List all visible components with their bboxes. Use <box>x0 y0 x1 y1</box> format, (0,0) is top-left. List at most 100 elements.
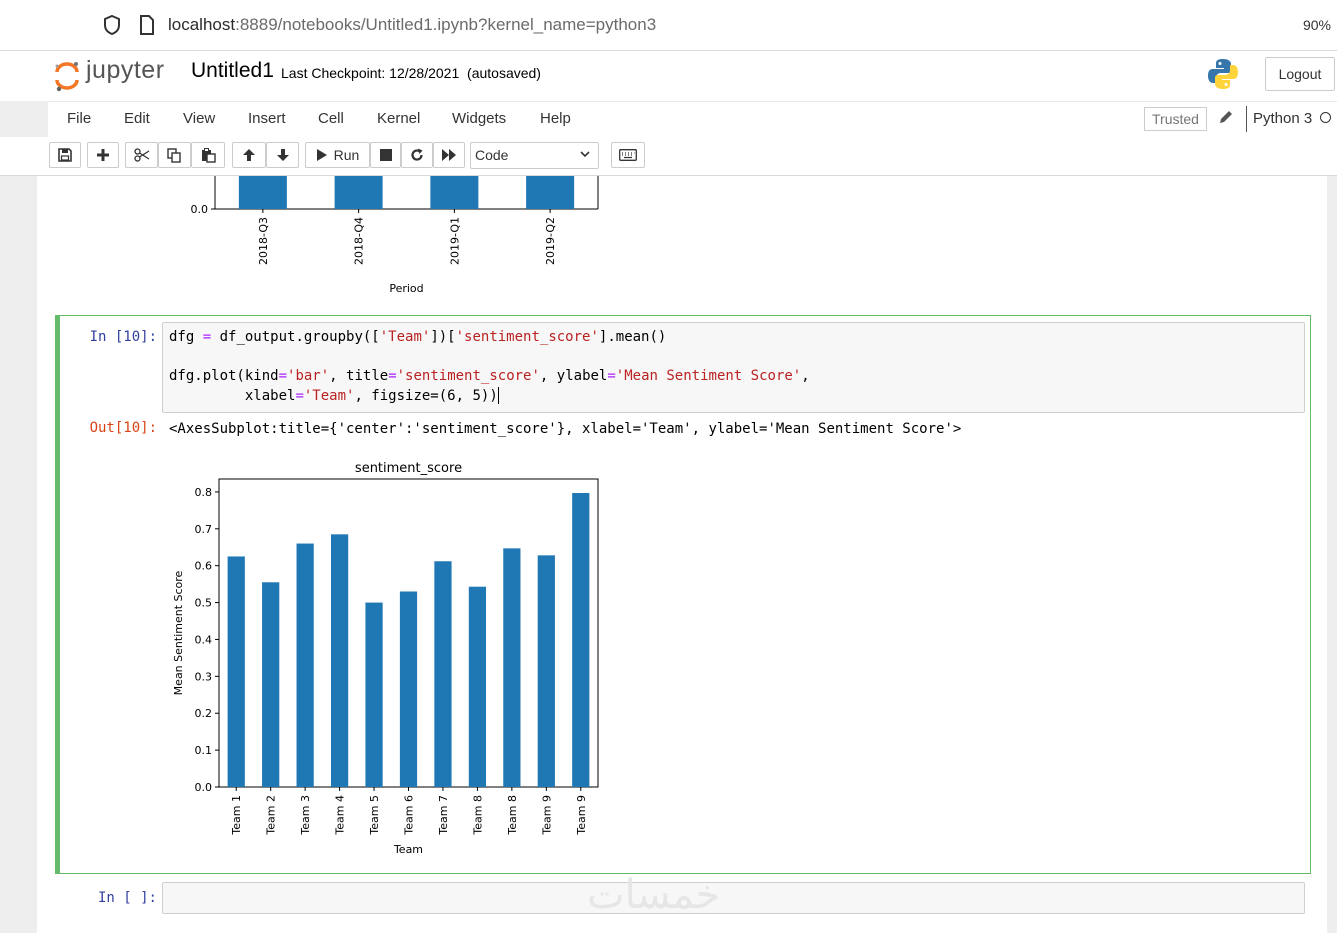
run-button[interactable]: Run <box>305 142 370 168</box>
input-prompt: In [10]: <box>89 329 157 345</box>
move-down-button[interactable] <box>266 142 299 168</box>
x-tick-label: 2018-Q3 <box>257 217 270 265</box>
y-tick-label: 0.4 <box>195 633 213 646</box>
code-line-3: dfg.plot(kind='bar', title='sentiment_sc… <box>169 368 810 384</box>
jupyter-header: jupyter Untitled1 Last Checkpoint: 12/28… <box>0 51 1337 101</box>
zoom-level[interactable]: 90% <box>1302 17 1331 33</box>
save-icon <box>58 148 72 162</box>
y-tick-label: 0.5 <box>195 597 213 610</box>
y-tick-label: 0.1 <box>195 744 213 757</box>
menu-view[interactable]: View <box>183 110 216 127</box>
chevron-down-icon <box>580 151 590 158</box>
url-path: :8889/notebooks/Untitled1.ipynb?kernel_n… <box>235 15 657 34</box>
move-up-button[interactable] <box>232 142 266 168</box>
jupyter-logo-text: jupyter <box>86 56 165 84</box>
bar <box>296 543 314 787</box>
keyboard-icon <box>619 149 637 161</box>
restart-button[interactable] <box>401 142 433 168</box>
kernel-idle-icon <box>1320 112 1331 123</box>
x-tick-label: Team 3 <box>299 795 312 836</box>
bar <box>262 582 280 787</box>
arrow-up-icon <box>243 149 255 161</box>
autosave-label: (autosaved) <box>467 65 541 81</box>
text-cursor <box>497 387 499 404</box>
stop-icon <box>379 149 392 161</box>
notebook-name[interactable]: Untitled1 <box>191 59 274 82</box>
paste-button[interactable] <box>191 142 225 168</box>
trusted-indicator[interactable]: Trusted <box>1144 107 1207 131</box>
restart-run-all-button[interactable] <box>433 142 465 168</box>
code-editor[interactable]: dfg = df_output.groupby(['Team'])['senti… <box>162 322 1305 413</box>
selected-code-cell[interactable] <box>55 315 1311 874</box>
interrupt-button[interactable] <box>370 142 401 168</box>
x-tick-label: Team 8 <box>471 795 484 836</box>
empty-code-editor[interactable] <box>162 882 1305 914</box>
bar <box>503 548 521 787</box>
copy-button[interactable] <box>158 142 191 168</box>
x-tick-label: Team 9 <box>540 795 553 836</box>
chart-title: sentiment_score <box>355 461 462 476</box>
menu-widgets[interactable]: Widgets <box>452 110 507 127</box>
shield-icon[interactable] <box>102 14 122 36</box>
x-tick-label: Team 9 <box>575 795 588 836</box>
checkpoint-label: Last Checkpoint: 12/28/2021 <box>281 65 460 81</box>
logout-button[interactable]: Logout <box>1265 57 1335 91</box>
url-field[interactable]: localhost:8889/notebooks/Untitled1.ipynb… <box>168 15 656 35</box>
y-tick-label: 0.6 <box>195 560 213 573</box>
menu-help[interactable]: Help <box>540 110 571 127</box>
code-text: dfg = df_output.groupby(['Team'])['senti… <box>169 328 810 406</box>
cut-icon <box>133 148 149 162</box>
x-tick-label: Team 8 <box>506 795 519 836</box>
bar <box>434 561 452 787</box>
menu-cell[interactable]: Cell <box>318 110 344 127</box>
bar <box>399 591 418 787</box>
run-icon <box>316 149 327 161</box>
y-tick-label: 0.2 <box>195 707 213 720</box>
output-prompt: Out[10]: <box>89 420 157 436</box>
jupyter-logo-icon[interactable] <box>52 59 180 93</box>
menu-insert[interactable]: Insert <box>248 110 286 127</box>
x-tick-label: Team 7 <box>437 795 450 836</box>
kernel-name[interactable]: Python 3 <box>1246 106 1312 132</box>
browser-address-bar: localhost:8889/notebooks/Untitled1.ipynb… <box>0 0 1337 51</box>
restart-icon <box>411 148 423 161</box>
x-tick-label: Team 2 <box>265 795 278 836</box>
sentiment-bar-chart: 0.0 0.1 0.2 0.3 0.4 0.5 0.6 0.7 0.8 Team 1 Team 2 T… <box>172 461 599 856</box>
bar <box>227 556 245 787</box>
menu-edit[interactable]: Edit <box>124 110 150 127</box>
url-host: localhost <box>168 15 236 34</box>
output-text: <AxesSubplot:title={'center':'sentiment_… <box>169 421 962 437</box>
copy-icon <box>167 147 181 163</box>
save-button[interactable] <box>49 142 81 168</box>
x-tick-label: 2019-Q2 <box>544 217 557 265</box>
bar <box>330 534 349 787</box>
y-tick-label: 0.0 <box>195 781 213 794</box>
cut-button[interactable] <box>125 142 158 168</box>
insert-cell-button[interactable] <box>87 142 119 168</box>
x-tick-label: Team 4 <box>334 795 347 836</box>
code-line-4: xlabel='Team', figsize=(6, 5)) <box>169 387 498 404</box>
cell-type-select[interactable]: Code <box>470 142 599 169</box>
watermark: خمسات <box>587 872 721 918</box>
paste-icon <box>201 147 216 163</box>
command-palette-button[interactable] <box>611 142 645 168</box>
menu-file[interactable]: File <box>67 110 92 127</box>
bar <box>430 176 479 209</box>
page-icon[interactable] <box>138 14 156 36</box>
run-button-label: Run <box>333 147 360 163</box>
x-axis-label: Team <box>393 843 423 856</box>
y-tick-label: 0.3 <box>195 670 213 683</box>
bar <box>526 176 575 209</box>
pencil-icon[interactable] <box>1218 109 1234 125</box>
python-logo-icon <box>1208 59 1238 89</box>
x-tick-label: Team 1 <box>230 795 243 836</box>
y-tick-label: 0.8 <box>195 486 213 499</box>
toolbar: Run Code <box>0 137 1337 176</box>
y-tick-label: 0.7 <box>195 523 213 536</box>
menu-kernel[interactable]: Kernel <box>377 110 421 127</box>
x-tick-label: Team 6 <box>403 795 416 836</box>
bar <box>572 493 590 787</box>
y-axis-label: Mean Sentiment Score <box>172 570 185 695</box>
x-axis-label: Period <box>389 282 423 295</box>
